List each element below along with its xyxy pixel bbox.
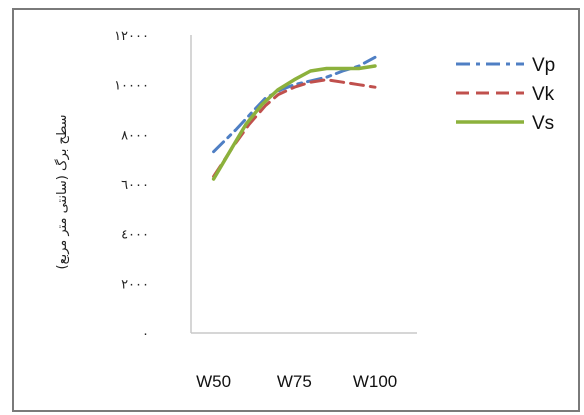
- x-tick-labels: W50 W75 W100: [196, 372, 397, 391]
- legend-label-vk: Vk: [532, 84, 555, 105]
- y-tick-label: ٢٠٠٠: [121, 277, 149, 292]
- y-tick-labels: ٠ ٢٠٠٠ ٤٠٠٠ ٦٠٠٠ ٨٠٠٠ ١٠٠٠٠ ١٢٠٠٠: [114, 29, 149, 342]
- chart-area: ٠ ٢٠٠٠ ٤٠٠٠ ٦٠٠٠ ٨٠٠٠ ١٠٠٠٠ ١٢٠٠٠ W50 W75 W100 V…: [12, 8, 580, 412]
- legend: Vp Vk Vs: [456, 55, 555, 134]
- y-tick-label: ١٢٠٠٠: [114, 29, 149, 44]
- x-tick-label: W50: [196, 372, 231, 391]
- legend-label-vp: Vp: [532, 55, 555, 76]
- y-axis-label: سطح برگ (سانتی متر مربع): [53, 114, 70, 269]
- line-chart: ٠ ٢٠٠٠ ٤٠٠٠ ٦٠٠٠ ٨٠٠٠ ١٠٠٠٠ ١٢٠٠٠ W50 W75 W100 V…: [53, 29, 555, 391]
- y-tick-label: ٦٠٠٠: [121, 178, 149, 193]
- y-tick-label: ٠: [142, 327, 149, 342]
- y-tick-label: ٨٠٠٠: [121, 128, 149, 143]
- legend-label-vs: Vs: [532, 113, 554, 134]
- y-tick-label: ١٠٠٠٠: [114, 79, 149, 94]
- x-tick-label: W100: [353, 372, 397, 391]
- series-line-vk: [212, 78, 377, 178]
- series-lines: [211, 55, 377, 181]
- x-tick-label: W75: [277, 372, 312, 391]
- series-line-vs: [211, 64, 377, 181]
- y-tick-label: ٤٠٠٠: [121, 228, 149, 243]
- axes: [190, 35, 417, 334]
